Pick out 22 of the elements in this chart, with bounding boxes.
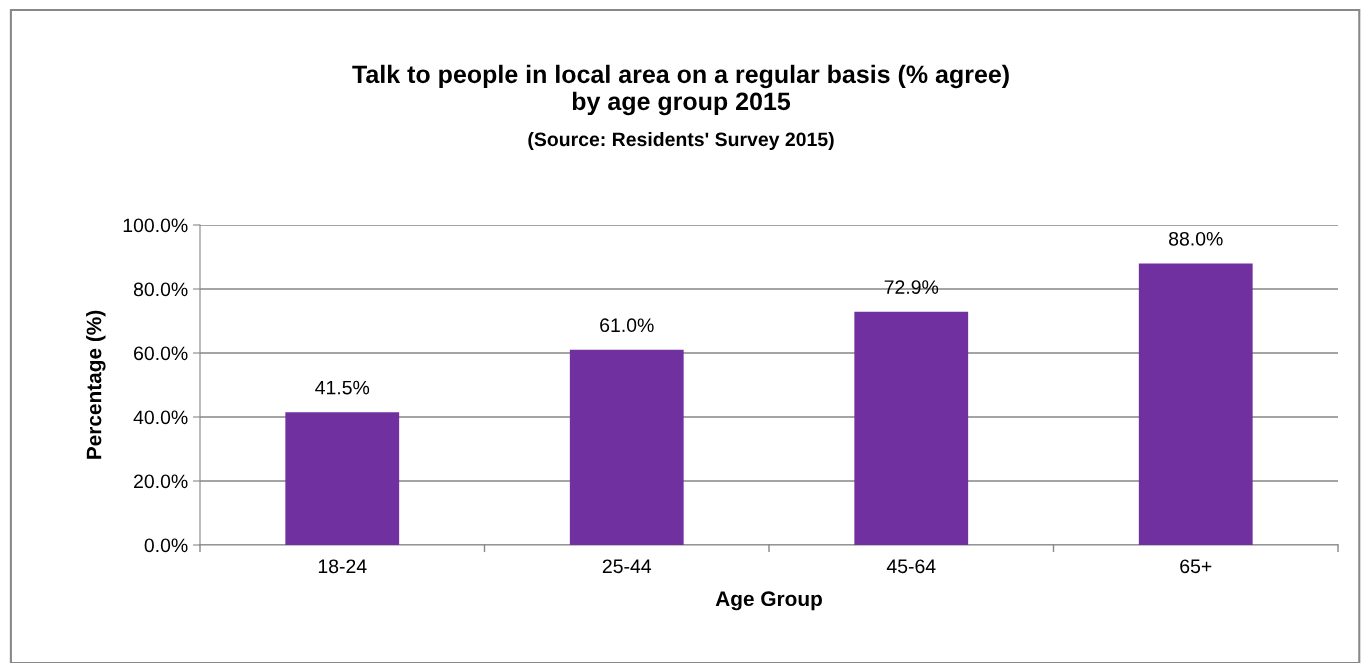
- bar: [854, 311, 969, 545]
- x-axis-title: Age Group: [715, 591, 822, 611]
- chart-title: Talk to people in local area on a regular basis (% agree) by age group 2015: [352, 64, 1009, 116]
- y-tick-label: 100.0%: [123, 218, 188, 233]
- data-label: 41.5%: [315, 380, 370, 395]
- bar: [285, 412, 400, 545]
- y-tick-label: 20.0%: [134, 474, 188, 489]
- chart-subtitle: (Source: Residents' Survey 2015): [528, 131, 834, 151]
- y-tick-label: 80.0%: [133, 282, 188, 297]
- y-tick-label: 0.0%: [144, 538, 188, 553]
- y-axis-title: Percentage (%): [86, 310, 106, 459]
- data-label: 72.9%: [884, 280, 939, 294]
- data-label: 88.0%: [1169, 231, 1223, 246]
- bar: [1138, 263, 1253, 545]
- bar: [569, 349, 684, 545]
- x-tick-label: 45-64: [886, 559, 936, 574]
- x-tick-label: 25-44: [602, 559, 652, 574]
- x-tick-label: 65+: [1180, 559, 1212, 574]
- x-tick-label: 18-24: [318, 559, 367, 574]
- y-tick-label: 40.0%: [133, 410, 188, 425]
- y-tick-label: 60.0%: [134, 346, 188, 361]
- data-label: 61.0%: [600, 318, 654, 333]
